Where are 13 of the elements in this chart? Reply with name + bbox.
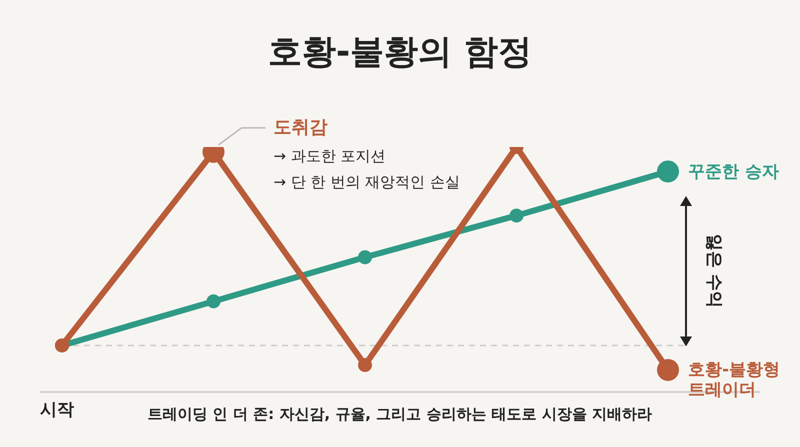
- chart-title: 호황-불황의 함정: [268, 32, 532, 72]
- series-label: 호황-불황형 트레이더: [688, 360, 782, 401]
- annotation: → 단 한 번의 재앙적인 손실: [274, 172, 460, 191]
- annotation: → 과도한 포지션: [274, 146, 386, 165]
- x-axis-title: 시작: [40, 400, 74, 420]
- point: [358, 358, 372, 372]
- text: 트레이딩 인 더 존: 자신감, 규율, 그리고 승리하는 태도로 시장을 지배하라: [148, 405, 652, 423]
- series-label: 꾸준한 승자: [688, 162, 780, 182]
- point: [510, 208, 524, 223]
- point: [206, 294, 220, 308]
- text: 도취감: [274, 116, 328, 138]
- point: [358, 250, 372, 264]
- annotation: 잃은 수익: [704, 234, 724, 308]
